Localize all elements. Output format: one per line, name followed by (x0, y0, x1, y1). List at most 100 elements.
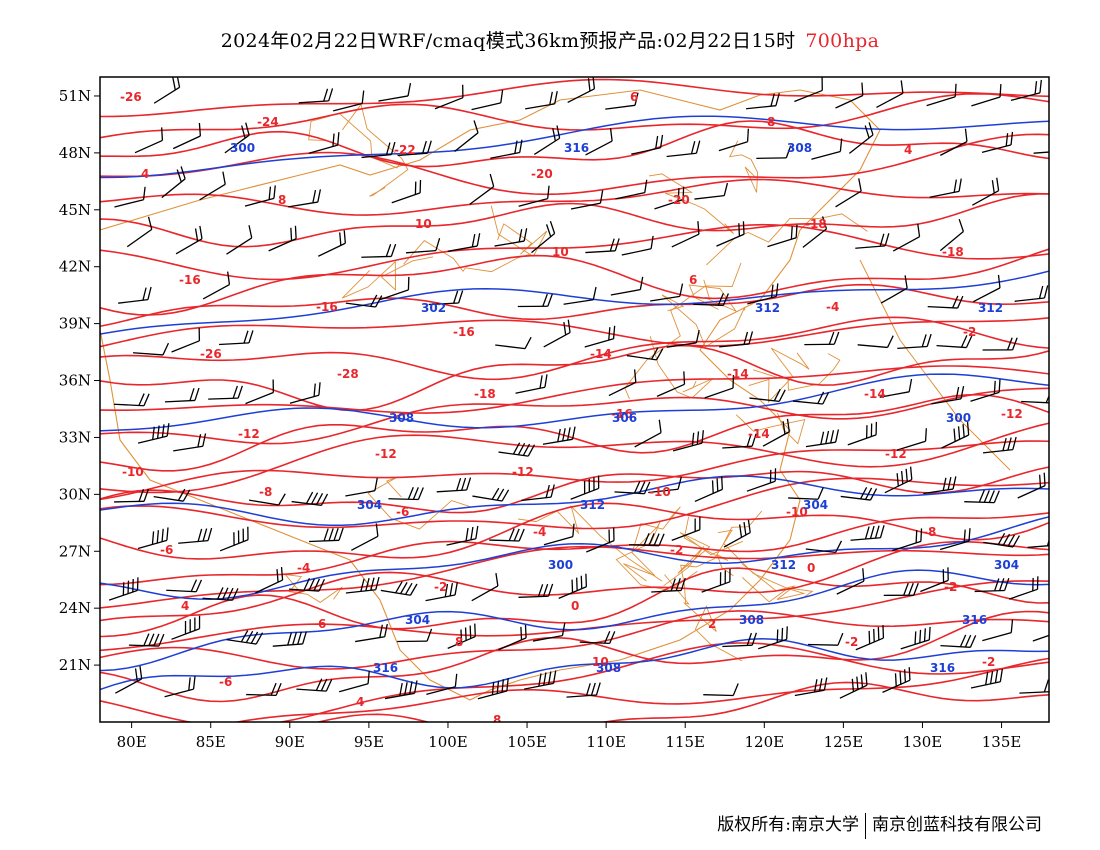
wind-barb (939, 528, 971, 551)
temperature-isoline (100, 92, 1049, 139)
chart-title: 2024年02月22日WRF/cmaq模式36km预报产品:02月22日15时 7… (0, 26, 1100, 53)
wind-barb (244, 185, 276, 207)
wind-barb (805, 429, 840, 448)
wind-barb (224, 122, 250, 154)
temperature-label: 10 (592, 655, 609, 669)
temperature-label: 4 (904, 143, 912, 157)
wind-barb (847, 421, 878, 446)
temperature-isoline (100, 193, 1049, 248)
wind-barb (172, 122, 202, 150)
wind-barb (333, 90, 365, 112)
wind-barb (355, 623, 388, 643)
temperature-isoline (100, 120, 1049, 168)
temperature-label: 8 (455, 635, 463, 649)
wind-barb (758, 626, 788, 650)
province-boundary (518, 504, 663, 582)
wind-barb (920, 567, 949, 593)
wind-barb (855, 233, 890, 249)
wind-barb (608, 369, 637, 397)
wind-barb (614, 480, 651, 495)
temperature-isoline (100, 223, 1049, 281)
wind-barb (498, 624, 527, 651)
wind-barb (615, 179, 648, 200)
wind-barb (175, 225, 203, 255)
wind-barb (767, 224, 798, 248)
wind-barb (388, 486, 424, 501)
wind-barb (226, 225, 253, 255)
wind-barb (345, 576, 380, 594)
y-tick-label: 27N (59, 542, 91, 560)
wind-barb (566, 682, 601, 698)
temperature-isoline (100, 393, 1049, 472)
wind-barb (202, 271, 231, 300)
wind-barb (585, 128, 613, 156)
wind-barb (108, 577, 139, 601)
wind-barb (762, 418, 790, 447)
height-label: 316 (373, 661, 398, 675)
wind-barb (1021, 394, 1049, 404)
province-boundary (663, 532, 743, 587)
wind-barb (835, 178, 862, 208)
wind-barbs (108, 77, 1049, 700)
wind-barb (272, 631, 307, 647)
temperature-label: -18 (942, 245, 964, 259)
temperature-label: -12 (238, 427, 260, 441)
wind-barb (716, 221, 745, 247)
wind-barb (289, 382, 321, 404)
wind-barb (900, 626, 931, 650)
isoline-labels: -26-24-22-20-20-18-18-16-16-16-14-14-14-… (120, 90, 1023, 727)
temperature-isoline (100, 502, 1049, 560)
wind-barb (634, 419, 662, 448)
wind-barb (718, 128, 750, 152)
wind-barb (807, 632, 844, 646)
wind-barb (245, 379, 274, 405)
temperature-label: -4 (533, 525, 546, 539)
wind-barb (178, 527, 213, 544)
wind-barb (126, 216, 153, 248)
temperature-isoline (100, 133, 1049, 196)
province-boundary (735, 412, 806, 445)
wind-barb (361, 141, 396, 159)
temperature-label: 4 (141, 167, 149, 181)
temperature-label: 10 (552, 245, 569, 259)
x-tick-label: 135E (982, 733, 1022, 751)
y-tick-label: 30N (59, 485, 91, 503)
title-text: 2024年02月22日WRF/cmaq模式36km预报产品:02月22日15时 (220, 30, 796, 52)
wind-barb (128, 633, 165, 647)
wind-barb (563, 286, 597, 305)
y-tick-label: 21N (59, 656, 91, 674)
wind-barb (972, 177, 1000, 206)
wind-barb (605, 92, 639, 110)
wind-barb (173, 433, 207, 452)
wind-barb (405, 237, 441, 254)
wind-barb (543, 319, 571, 348)
wind-barb (671, 516, 701, 541)
wind-barb (137, 527, 169, 550)
wind-barb (666, 329, 700, 348)
wind-barb (434, 84, 464, 110)
copyright-right: 南京创蓝科技有限公司 (872, 815, 1042, 835)
wind-barb (693, 293, 729, 307)
province-boundary (748, 347, 810, 404)
province-boundary (367, 476, 471, 530)
wind-barb (199, 171, 226, 201)
province-boundary (403, 240, 531, 273)
wind-barb (927, 295, 964, 309)
wind-barb (532, 622, 566, 642)
wind-barb (631, 134, 664, 155)
temperature-label: 4 (181, 599, 189, 613)
temperature-label: -26 (120, 90, 142, 104)
temperature-label: -8 (923, 525, 936, 539)
temperature-label: 8 (493, 713, 501, 727)
wind-barb (118, 286, 152, 304)
wind-barb (792, 391, 830, 405)
temperature-label: -16 (453, 325, 475, 339)
wind-barb (114, 186, 146, 208)
x-tick-label: 100E (428, 733, 468, 751)
wind-barb (246, 682, 282, 696)
wind-barb (471, 573, 499, 602)
wind-barb (361, 243, 397, 258)
wind-barb (378, 83, 412, 102)
wind-barb (892, 223, 921, 252)
wind-barb (570, 190, 604, 210)
